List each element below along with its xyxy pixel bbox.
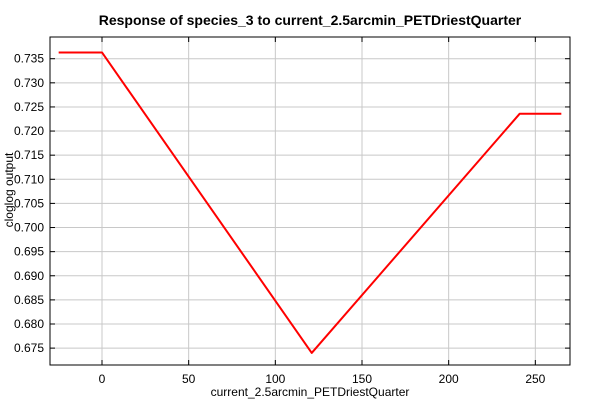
series-layer bbox=[58, 51, 562, 354]
grid bbox=[50, 37, 570, 365]
x-tick-label: 150 bbox=[352, 372, 372, 386]
y-tick-label: 0.730 bbox=[14, 76, 44, 90]
x-axis-label: current_2.5arcmin_PETDriestQuarter bbox=[211, 385, 410, 399]
y-tick-label: 0.720 bbox=[14, 124, 44, 138]
response-curve bbox=[58, 51, 562, 354]
y-tick-label: 0.725 bbox=[14, 100, 44, 114]
y-tick-label: 0.690 bbox=[14, 269, 44, 283]
x-tick-label: 100 bbox=[265, 372, 285, 386]
chart-title: Response of species_3 to current_2.5arcm… bbox=[99, 12, 522, 28]
y-tick-label: 0.695 bbox=[14, 245, 44, 259]
axis-ticks: 0 50 100 150 200 250 0.675 0.680 0.685 0.690 0.695… bbox=[14, 37, 570, 386]
y-axis-label: cloglog output bbox=[2, 152, 16, 227]
y-tick-label: 0.715 bbox=[14, 148, 44, 162]
y-tick-label: 0.710 bbox=[14, 172, 44, 186]
y-tick-label: 0.705 bbox=[14, 196, 44, 210]
y-tick-label: 0.735 bbox=[14, 52, 44, 66]
x-tick-label: 50 bbox=[182, 372, 196, 386]
plot-frame bbox=[49, 36, 571, 366]
x-tick-label: 250 bbox=[525, 372, 545, 386]
y-tick-label: 0.675 bbox=[14, 341, 44, 355]
x-tick-label: 200 bbox=[439, 372, 459, 386]
x-tick-label: 0 bbox=[99, 372, 106, 386]
y-tick-label: 0.685 bbox=[14, 293, 44, 307]
y-tick-label: 0.700 bbox=[14, 221, 44, 235]
y-tick-label: 0.680 bbox=[14, 317, 44, 331]
